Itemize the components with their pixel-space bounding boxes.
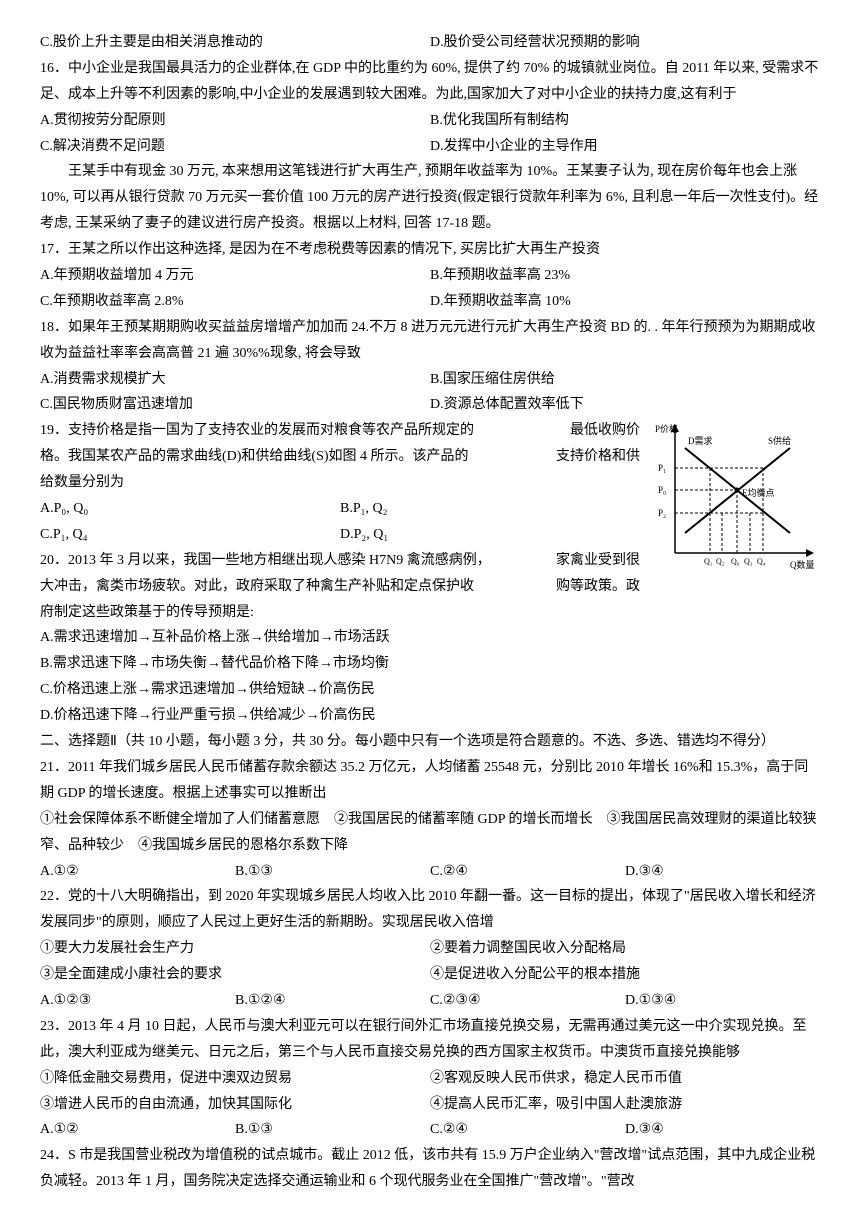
- chart-xlabel: Q数量: [790, 559, 815, 570]
- q20-option-d: D.价格迅速下降→行业严重亏损→供给减少→价高伤民: [40, 703, 820, 729]
- q23-stem: 23．2013 年 4 月 10 日起，人民币与澳大利亚元可以在银行间外汇市场直…: [40, 1014, 820, 1066]
- q16-options-ab: A.贯彻按劳分配原则 B.优化我国所有制结构: [40, 108, 820, 134]
- q19-20-with-chart: 19．支持价格是指一国为了支持农业的发展而对粮食等农产品所规定的 最低收购价 格…: [40, 418, 820, 599]
- q19-options-cd: C.P₁, Q₄ D.P₂, Q₁: [40, 522, 640, 548]
- q23-items-34: ③增进人民币的自由流通，加快其国际化 ④提高人民币汇率，吸引中国人赴澳旅游: [40, 1092, 820, 1118]
- q22-items-12: ①要大力发展社会生产力 ②要着力调整国民收入分配格局: [40, 936, 820, 962]
- q17-options-cd: C.年预期收益率高 2.8% D.年预期收益率高 10%: [40, 289, 820, 315]
- q18-options-ab: A.消费需求规模扩大 B.国家压缩住房供给: [40, 367, 820, 393]
- q19-option-b: B.P₁, Q₂: [340, 496, 640, 522]
- q22-item-3: ③是全面建成小康社会的要求: [40, 962, 430, 988]
- q18-option-d: D.资源总体配置效率低下: [430, 392, 820, 418]
- q19-line3: 给数量分别为: [40, 470, 640, 496]
- q20-option-c: C.价格迅速上涨→需求迅速增加→供给短缺→价高伤民: [40, 677, 820, 703]
- q19-line2a: 格。我国某农产品的需求曲线(D)和供给曲线(S)如图 4 所示。该产品的: [40, 444, 469, 470]
- q23-options: A.①② B.①③ C.②④ D.③④: [40, 1117, 820, 1143]
- q23-item-3: ③增进人民币的自由流通，加快其国际化: [40, 1092, 430, 1118]
- q21-stem: 21．2011 年我们城乡居民人民币储蓄存款余额达 35.2 万亿元，人均储蓄 …: [40, 755, 820, 807]
- q20-line1: 20．2013 年 3 月以来，我国一些地方相继出现人感染 H7N9 禽流感病例…: [40, 548, 640, 574]
- q19-option-a: A.P₀, Q₀: [40, 496, 340, 522]
- chart-q2: Q₂: [716, 557, 725, 566]
- q23-item-1: ①降低金融交易费用，促进中澳双边贸易: [40, 1066, 430, 1092]
- q23-option-a: A.①②: [40, 1117, 235, 1143]
- chart-supply-label: S供给: [768, 435, 791, 446]
- q16-stem: 16．中小企业是我国最具活力的企业群体,在 GDP 中的比重约为 60%, 提供…: [40, 56, 820, 108]
- q16-option-d: D.发挥中小企业的主导作用: [430, 134, 820, 160]
- q20-line1b: 家禽业受到很: [556, 548, 640, 574]
- chart-q4: Q₄: [757, 557, 766, 566]
- q21-items: ①社会保障体系不断健全增加了人们储蓄意愿 ②我国居民的储蓄率随 GDP 的增长而…: [40, 807, 820, 859]
- q21-option-c: C.②④: [430, 859, 625, 885]
- q20-line2b: 购等政策。政: [556, 574, 640, 600]
- q16-option-a: A.贯彻按劳分配原则: [40, 108, 430, 134]
- q22-item-4: ④是促进收入分配公平的根本措施: [430, 962, 820, 988]
- chart-q1: Q₁: [704, 557, 713, 566]
- q21-options: A.①② B.①③ C.②④ D.③④: [40, 859, 820, 885]
- q19-line2: 格。我国某农产品的需求曲线(D)和供给曲线(S)如图 4 所示。该产品的 支持价…: [40, 444, 640, 470]
- section2-heading: 二、选择题Ⅱ（共 10 小题，每小题 3 分，共 30 分。每小题中只有一个选项…: [40, 729, 820, 755]
- q17-option-d: D.年预期收益率高 10%: [430, 289, 820, 315]
- q17-options-ab: A.年预期收益增加 4 万元 B.年预期收益率高 23%: [40, 263, 820, 289]
- q19-option-c: C.P₁, Q₄: [40, 522, 340, 548]
- q19-options-ab: A.P₀, Q₀ B.P₁, Q₂: [40, 496, 640, 522]
- q20-option-b: B.需求迅速下降→市场失衡→替代品价格下降→市场均衡: [40, 651, 820, 677]
- q16-options-cd: C.解决消费不足问题 D.发挥中小企业的主导作用: [40, 134, 820, 160]
- q19-line1: 19．支持价格是指一国为了支持农业的发展而对粮食等农产品所规定的 最低收购价: [40, 418, 640, 444]
- q23-item-4: ④提高人民币汇率，吸引中国人赴澳旅游: [430, 1092, 820, 1118]
- q22-option-a: A.①②③: [40, 988, 235, 1014]
- chart-p0: P₀: [658, 485, 666, 495]
- q20-line2: 大冲击，禽类市场疲软。对此，政府采取了种禽生产补贴和定点保护收 购等政策。政: [40, 574, 640, 600]
- q22-stem: 22．党的十八大明确指出，到 2020 年实现城乡居民人均收入比 2010 年翻…: [40, 884, 820, 936]
- q21-option-d: D.③④: [625, 859, 820, 885]
- q19-line1b: 最低收购价: [570, 418, 640, 444]
- q15-options-cd: C.股价上升主要是由相关消息推动的 D.股价受公司经营状况预期的影响: [40, 30, 820, 56]
- q19-option-d: D.P₂, Q₁: [340, 522, 640, 548]
- q20-line3: 府制定这些政策基于的传导预期是:: [40, 600, 820, 626]
- chart-q0: Q₀: [731, 557, 740, 566]
- chart-p2: P₂: [658, 508, 666, 518]
- q18-option-c: C.国民物质财富迅速增加: [40, 392, 430, 418]
- q23-option-d: D.③④: [625, 1117, 820, 1143]
- q19-line1a: 19．支持价格是指一国为了支持农业的发展而对粮食等农产品所规定的: [40, 418, 474, 444]
- q23-item-2: ②客观反映人民币供求，稳定人民币币值: [430, 1066, 820, 1092]
- q21-option-b: B.①③: [235, 859, 430, 885]
- q20-option-a: A.需求迅速增加→互补品价格上涨→供给增加→市场活跃: [40, 625, 820, 651]
- q15-option-c: C.股价上升主要是由相关消息推动的: [40, 30, 430, 56]
- q20-line1a: 20．2013 年 3 月以来，我国一些地方相继出现人感染 H7N9 禽流感病例…: [40, 548, 491, 574]
- q21-option-a: A.①②: [40, 859, 235, 885]
- q18-option-b: B.国家压缩住房供给: [430, 367, 820, 393]
- q18-stem: 18．如果年王预某期期购收买益益房增增产加加而 24.不万 8 进万元元进行元扩…: [40, 315, 820, 367]
- q22-options: A.①②③ B.①②④ C.②③④ D.①③④: [40, 988, 820, 1014]
- scenario-17-18: 王某手中有现金 30 万元, 本来想用这笔钱进行扩大再生产, 预期年收益率为 1…: [40, 159, 820, 237]
- q22-items-34: ③是全面建成小康社会的要求 ④是促进收入分配公平的根本措施: [40, 962, 820, 988]
- q17-stem: 17．王某之所以作出这种选择, 是因为在不考虑税费等因素的情况下, 买房比扩大再…: [40, 237, 820, 263]
- q17-option-b: B.年预期收益率高 23%: [430, 263, 820, 289]
- q16-option-c: C.解决消费不足问题: [40, 134, 430, 160]
- q23-option-b: B.①③: [235, 1117, 430, 1143]
- q15-option-d: D.股价受公司经营状况预期的影响: [430, 30, 820, 56]
- q19-line3a: 给数量分别为: [40, 470, 124, 496]
- q22-item-1: ①要大力发展社会生产力: [40, 936, 430, 962]
- q18-options-cd: C.国民物质财富迅速增加 D.资源总体配置效率低下: [40, 392, 820, 418]
- q23-option-c: C.②④: [430, 1117, 625, 1143]
- chart-q3: Q₃: [744, 557, 753, 566]
- q22-item-2: ②要着力调整国民收入分配格局: [430, 936, 820, 962]
- q20-line2a: 大冲击，禽类市场疲软。对此，政府采取了种禽生产补贴和定点保护收: [40, 574, 474, 600]
- chart-ylabel: P价格: [655, 423, 678, 434]
- supply-demand-chart: P价格 Q数量 D需求 S供给 E均衡点 P₁ P₀ P₂ Q₁ Q₂ Q₀ Q…: [650, 418, 820, 578]
- q16-option-b: B.优化我国所有制结构: [430, 108, 820, 134]
- q22-option-b: B.①②④: [235, 988, 430, 1014]
- q23-items-12: ①降低金融交易费用，促进中澳双边贸易 ②客观反映人民币供求，稳定人民币币值: [40, 1066, 820, 1092]
- q19-line2b: 支持价格和供: [556, 444, 640, 470]
- q24-stem: 24．S 市是我国营业税改为增值税的试点城市。截止 2012 低，该市共有 15…: [40, 1143, 820, 1195]
- q17-option-c: C.年预期收益率高 2.8%: [40, 289, 430, 315]
- chart-p1: P₁: [658, 463, 666, 473]
- q22-option-c: C.②③④: [430, 988, 625, 1014]
- q22-option-d: D.①③④: [625, 988, 820, 1014]
- chart-demand-label: D需求: [688, 435, 713, 446]
- q17-option-a: A.年预期收益增加 4 万元: [40, 263, 430, 289]
- chart-eq-label: E均衡点: [742, 487, 775, 498]
- q18-option-a: A.消费需求规模扩大: [40, 367, 430, 393]
